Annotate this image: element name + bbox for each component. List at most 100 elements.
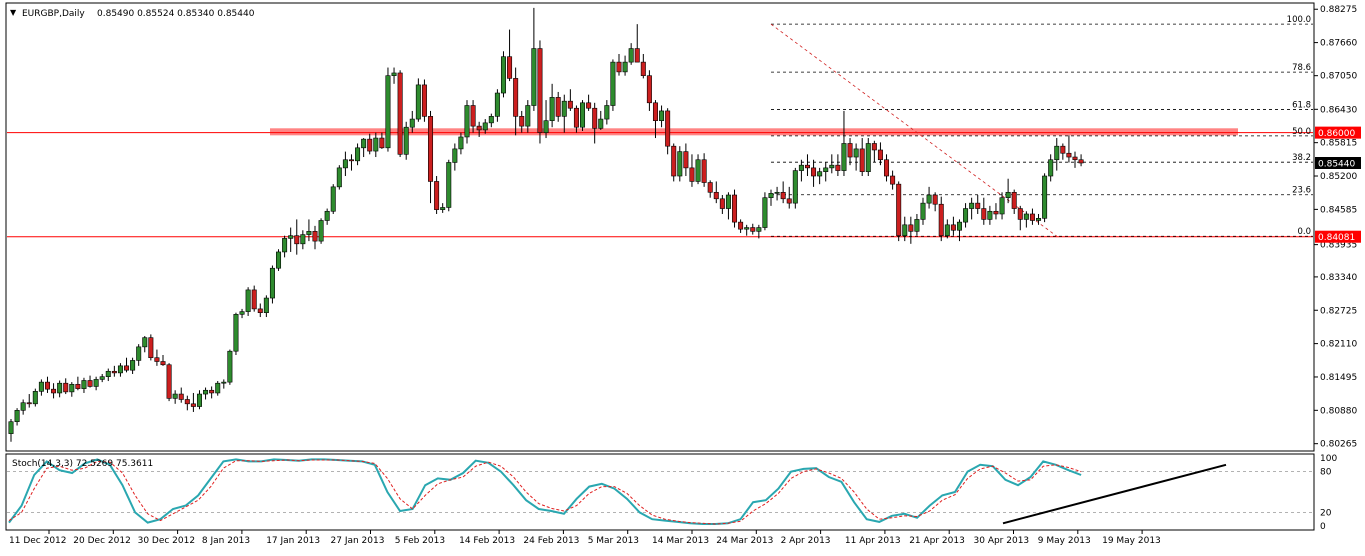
candle-body [342, 159, 348, 169]
candle-body [786, 198, 792, 204]
candle-body [817, 171, 823, 177]
candle [227, 349, 233, 385]
candle [470, 100, 476, 133]
candle [415, 78, 421, 122]
candle [51, 383, 57, 399]
candle [1078, 154, 1084, 167]
candle-body [975, 202, 981, 209]
candle-body [543, 120, 549, 133]
candle-body [464, 105, 470, 138]
candle [871, 140, 877, 163]
candle [896, 181, 902, 242]
candle [549, 83, 555, 128]
candle-body [428, 116, 434, 182]
candle [646, 70, 652, 111]
candle [707, 180, 713, 198]
dropdown-triangle-icon[interactable]: ▼ [10, 8, 17, 17]
price-tick-label: 0.83340 [1320, 273, 1357, 283]
stoch-k-line [8, 458, 1082, 525]
candle [342, 151, 348, 177]
stoch-panel-border [5, 453, 1315, 531]
candle [63, 378, 69, 395]
candle [1029, 208, 1035, 225]
candle-body [269, 267, 275, 299]
candle-body [811, 167, 817, 177]
candle [598, 110, 604, 130]
candle [811, 159, 817, 187]
candle-body [26, 402, 32, 405]
time-tick-label: 27 Jan 2013 [331, 536, 385, 546]
time-tick-label: 5 Mar 2013 [588, 536, 639, 546]
time-tick-label: 9 May 2013 [1038, 536, 1091, 546]
time-axis: 11 Dec 2012 20 Dec 2012 30 Dec 2012 8 Jan 2… [9, 530, 1161, 546]
candle [804, 154, 810, 177]
candle [458, 132, 464, 155]
candle [829, 154, 835, 174]
candle [288, 227, 294, 252]
candle-body [476, 125, 482, 131]
candle-body [403, 126, 409, 155]
candle [932, 192, 938, 212]
candle-body [519, 116, 525, 127]
candle-body [166, 364, 172, 399]
candle-body [446, 162, 452, 208]
candle-body [920, 202, 926, 220]
candle-body [981, 208, 987, 220]
candle-body [203, 389, 209, 395]
candle-body [628, 48, 634, 63]
candle [890, 170, 896, 190]
candle [969, 197, 975, 220]
candle-body [1048, 159, 1054, 177]
candle [786, 186, 792, 209]
candle-body [659, 110, 665, 121]
candle [81, 377, 87, 393]
fib-level-label: 78.6 [1292, 63, 1311, 73]
candle [428, 110, 434, 204]
candle [373, 132, 379, 158]
candle [464, 100, 470, 144]
price-tick-label: 0.88275 [1320, 5, 1357, 15]
candle-body [130, 360, 136, 371]
candle-body [178, 393, 184, 400]
candle-body [804, 164, 810, 169]
candle [580, 100, 586, 131]
candle-body [1072, 156, 1078, 161]
candle-body [470, 105, 476, 127]
candle-body [154, 357, 160, 362]
candle-body [227, 350, 233, 383]
candle-body [324, 210, 330, 221]
candle-body [38, 381, 44, 392]
candle [1066, 135, 1072, 163]
candle-body [209, 389, 215, 394]
price-tick-label: 0.82725 [1320, 306, 1357, 316]
price-label-box [1315, 230, 1361, 243]
candle [306, 219, 312, 242]
candle-body [160, 361, 166, 366]
fib-level-label: 100.0 [1287, 15, 1311, 25]
candle-body [294, 235, 300, 245]
candle-body [713, 191, 719, 200]
candle-body [1029, 213, 1035, 221]
fib-level-label: 38.2 [1292, 153, 1311, 163]
price-tick-label: 0.80880 [1320, 406, 1357, 416]
candle [507, 29, 513, 82]
candle [300, 230, 306, 250]
candle [689, 154, 695, 187]
candle [750, 223, 756, 235]
candle [409, 110, 415, 133]
candle-body [288, 235, 294, 239]
candle-body [452, 148, 458, 163]
candle-body [318, 220, 324, 242]
candle [57, 380, 63, 398]
candle-body [500, 56, 506, 94]
candle [276, 249, 282, 271]
fib-level-label: 0.0 [1297, 227, 1311, 237]
stoch-level-label: 100 [1320, 454, 1337, 464]
candle-body [142, 337, 148, 348]
candle-body [744, 227, 750, 230]
resistance-zone-layer [270, 128, 1238, 136]
candle [950, 216, 956, 236]
candle [160, 355, 166, 366]
candle [634, 24, 640, 63]
candle-body [665, 110, 671, 147]
